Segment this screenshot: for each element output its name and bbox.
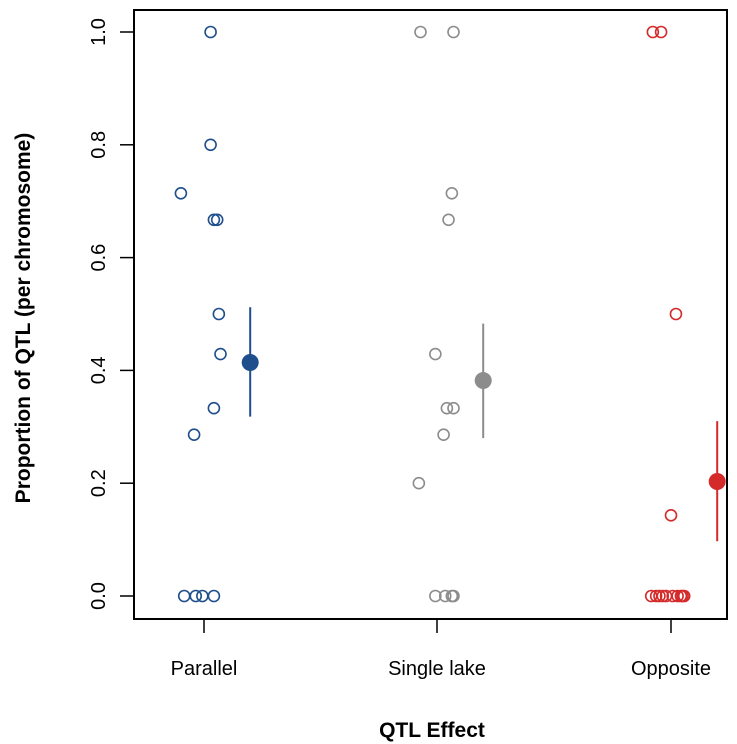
plot-area-frame — [133, 9, 728, 620]
y-tick-label: 0.2 — [88, 469, 110, 497]
data-point — [656, 589, 670, 603]
y-tick-label: 0.4 — [88, 356, 110, 384]
data-point — [177, 589, 191, 603]
data-point — [447, 589, 460, 603]
data-point — [671, 589, 684, 603]
data-point — [429, 347, 442, 361]
y-tick-label: 0.6 — [88, 244, 110, 272]
data-point — [204, 25, 217, 39]
data-point — [414, 25, 427, 39]
data-point — [210, 213, 224, 227]
data-point — [653, 589, 666, 603]
data-point — [187, 428, 201, 441]
mean-point — [708, 473, 726, 491]
data-point — [440, 401, 454, 415]
y-axis: 0.0 0.2 0.4 0.6 0.8 1.0 — [88, 18, 135, 610]
mean-point — [241, 354, 259, 372]
data-point — [664, 509, 678, 522]
data-point — [196, 589, 209, 603]
data-point — [447, 401, 460, 415]
x-tick-label: Opposite — [631, 658, 711, 680]
data-point — [207, 589, 221, 603]
data-point — [189, 589, 203, 603]
data-point — [412, 476, 426, 490]
data-point — [442, 213, 455, 227]
mean-point — [474, 372, 492, 390]
data-point — [654, 25, 668, 39]
data-point — [669, 307, 683, 321]
data-point — [646, 25, 660, 39]
data-point — [445, 187, 459, 200]
x-axis-title: QTL Effect — [379, 719, 485, 742]
data-point — [429, 589, 442, 603]
data-point — [438, 589, 452, 603]
data-point — [207, 401, 221, 415]
data-point — [212, 307, 226, 321]
data-point — [207, 213, 221, 227]
x-tick-label: Parallel — [171, 658, 238, 680]
data-point — [214, 347, 227, 361]
data-point — [447, 25, 460, 39]
y-tick-label: 0.8 — [88, 131, 110, 159]
data-point — [174, 187, 188, 200]
data-point — [649, 589, 663, 603]
y-tick-label: 0.0 — [88, 582, 110, 610]
x-tick-label: Single lake — [388, 658, 486, 680]
data-point — [204, 138, 217, 152]
y-tick-label: 1.0 — [88, 18, 110, 46]
y-axis-title: Proportion of QTL (per chromosome) — [12, 133, 35, 504]
data-point — [677, 589, 691, 603]
x-axis: Parallel Single lake Opposite — [171, 618, 711, 680]
data-point — [437, 428, 450, 441]
chart-marks — [174, 25, 726, 603]
